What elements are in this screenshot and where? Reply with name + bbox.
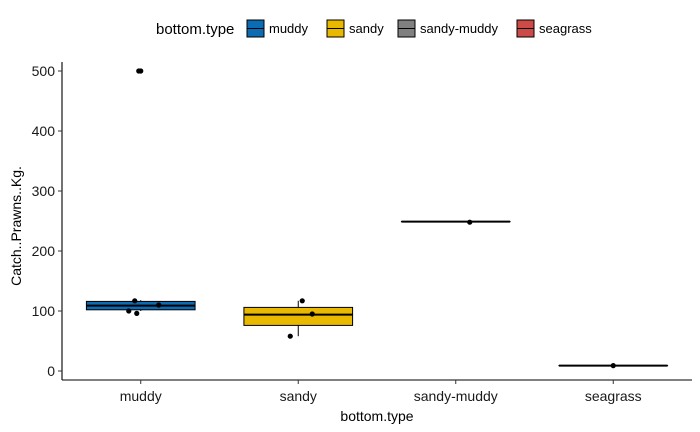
x-tick-label: sandy-muddy [414,388,498,404]
plot-area [85,68,669,369]
legend-item-muddy: muddy [246,19,309,38]
legend-title: bottom.type [156,21,234,38]
data-point [467,219,473,225]
data-point [156,302,162,308]
y-tick-label: 100 [32,303,56,319]
y-tick-label: 400 [32,123,56,139]
legend-label: sandy-muddy [420,21,499,36]
x-axis: muddy sandy sandy-muddy seagrass [62,379,692,404]
legend-item-sandy: sandy [326,19,384,38]
box-sandy [243,300,354,337]
x-tick-label: seagrass [585,388,642,404]
data-point [610,363,616,369]
legend-label: muddy [269,21,309,36]
data-point [132,298,138,304]
data-point [309,311,315,317]
data-point [136,68,142,74]
legend-label: sandy [349,21,384,36]
data-point [299,298,305,304]
y-axis: 0 100 200 300 400 500 [32,62,63,380]
data-point [287,333,293,339]
box-rect [243,306,354,326]
y-tick-label: 200 [32,243,56,259]
box-muddy [85,68,196,311]
data-point [134,310,140,316]
data-point [126,308,132,314]
y-tick-label: 0 [47,363,55,379]
legend: bottom.type muddy sandy sandy-muddy seagras… [156,19,592,38]
y-tick-label: 300 [32,183,56,199]
legend-label: seagrass [539,21,592,36]
x-axis-title: bottom.type [340,408,413,424]
y-tick-label: 500 [32,63,56,79]
legend-item-seagrass: seagrass [516,19,592,38]
x-tick-label: sandy [280,388,317,404]
x-tick-label: muddy [120,388,162,404]
y-axis-title: Catch..Prawns..Kg. [8,166,24,286]
legend-item-sandy-muddy: sandy-muddy [397,19,499,38]
